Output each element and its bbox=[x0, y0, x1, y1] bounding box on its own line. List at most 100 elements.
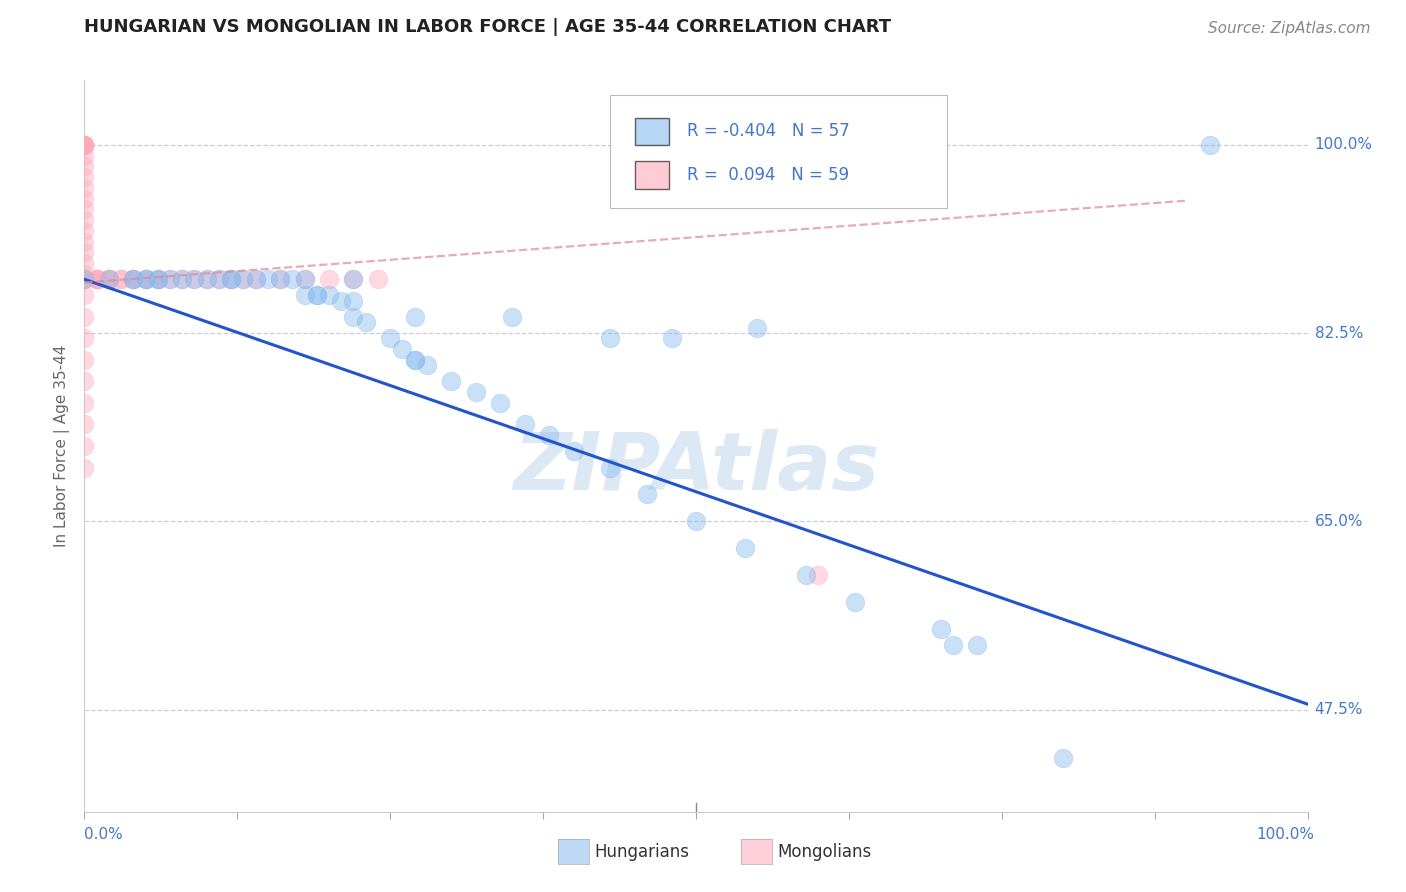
Point bbox=[929, 622, 952, 636]
Point bbox=[636, 487, 658, 501]
Point bbox=[599, 460, 621, 475]
Point bbox=[195, 272, 218, 286]
Point bbox=[97, 272, 120, 286]
Point bbox=[73, 137, 96, 152]
Text: 100.0%: 100.0% bbox=[1315, 137, 1372, 153]
Point bbox=[219, 272, 242, 286]
Point bbox=[86, 272, 108, 286]
Point bbox=[135, 272, 157, 286]
Point bbox=[73, 272, 96, 286]
Point bbox=[146, 272, 169, 286]
Point bbox=[73, 353, 96, 368]
Point bbox=[73, 460, 96, 475]
Point bbox=[734, 541, 756, 556]
Point bbox=[73, 267, 96, 281]
Point bbox=[73, 137, 96, 152]
Point bbox=[342, 293, 364, 308]
Point bbox=[97, 272, 120, 286]
Point bbox=[661, 331, 683, 345]
Point bbox=[183, 272, 205, 286]
Point bbox=[685, 514, 707, 528]
FancyBboxPatch shape bbox=[636, 118, 669, 145]
Point bbox=[73, 137, 96, 152]
Point bbox=[159, 272, 181, 286]
Point bbox=[73, 235, 96, 249]
Point bbox=[391, 342, 413, 356]
Point bbox=[342, 310, 364, 324]
Point bbox=[172, 272, 194, 286]
Point bbox=[73, 137, 96, 152]
Point bbox=[73, 181, 96, 195]
Point bbox=[122, 272, 145, 286]
Point bbox=[294, 272, 316, 286]
Point bbox=[172, 272, 194, 286]
FancyBboxPatch shape bbox=[636, 161, 669, 189]
Point bbox=[110, 272, 132, 286]
Point bbox=[73, 375, 96, 389]
Text: R = -0.404   N = 57: R = -0.404 N = 57 bbox=[688, 122, 851, 140]
Text: Hungarians: Hungarians bbox=[595, 843, 690, 861]
Point bbox=[73, 245, 96, 260]
Point bbox=[538, 428, 561, 442]
Point bbox=[208, 272, 231, 286]
Point bbox=[86, 272, 108, 286]
Point bbox=[380, 331, 402, 345]
Point bbox=[330, 293, 353, 308]
Point bbox=[501, 310, 523, 324]
FancyBboxPatch shape bbox=[610, 95, 946, 209]
Point bbox=[245, 272, 267, 286]
Point bbox=[73, 288, 96, 302]
Point bbox=[232, 272, 254, 286]
Point bbox=[73, 170, 96, 185]
Point bbox=[73, 256, 96, 270]
Point bbox=[294, 272, 316, 286]
Text: 0.0%: 0.0% bbox=[84, 827, 124, 841]
Text: ZIPAtlas: ZIPAtlas bbox=[513, 429, 879, 507]
Text: R =  0.094   N = 59: R = 0.094 N = 59 bbox=[688, 167, 849, 185]
Point bbox=[794, 568, 817, 582]
Point bbox=[97, 272, 120, 286]
Point bbox=[86, 272, 108, 286]
Text: 65.0%: 65.0% bbox=[1315, 514, 1362, 529]
Point bbox=[305, 288, 328, 302]
Y-axis label: In Labor Force | Age 35-44: In Labor Force | Age 35-44 bbox=[55, 345, 70, 547]
Point bbox=[208, 272, 231, 286]
Point bbox=[146, 272, 169, 286]
Point bbox=[966, 638, 988, 652]
Point bbox=[489, 396, 512, 410]
Point bbox=[404, 353, 426, 368]
Point bbox=[146, 272, 169, 286]
Point bbox=[599, 331, 621, 345]
Point bbox=[110, 272, 132, 286]
Point bbox=[367, 272, 389, 286]
Point bbox=[404, 353, 426, 368]
Point bbox=[135, 272, 157, 286]
Point bbox=[342, 272, 364, 286]
Point bbox=[245, 272, 267, 286]
Point bbox=[1198, 137, 1220, 152]
Point bbox=[464, 385, 486, 400]
Point bbox=[232, 272, 254, 286]
Point bbox=[318, 288, 340, 302]
Point bbox=[269, 272, 291, 286]
Point bbox=[73, 396, 96, 410]
Point bbox=[122, 272, 145, 286]
Point bbox=[354, 315, 377, 329]
Text: 100.0%: 100.0% bbox=[1257, 827, 1315, 841]
Point bbox=[416, 359, 439, 373]
Point bbox=[73, 272, 96, 286]
Text: Source: ZipAtlas.com: Source: ZipAtlas.com bbox=[1208, 21, 1371, 36]
Point bbox=[747, 320, 769, 334]
Point bbox=[146, 272, 169, 286]
Point bbox=[73, 272, 96, 286]
Point bbox=[73, 192, 96, 206]
Point bbox=[73, 272, 96, 286]
Point bbox=[122, 272, 145, 286]
Point bbox=[342, 272, 364, 286]
Point bbox=[294, 288, 316, 302]
Point bbox=[318, 272, 340, 286]
Point bbox=[97, 272, 120, 286]
Point bbox=[135, 272, 157, 286]
Point bbox=[219, 272, 242, 286]
Point bbox=[562, 444, 585, 458]
